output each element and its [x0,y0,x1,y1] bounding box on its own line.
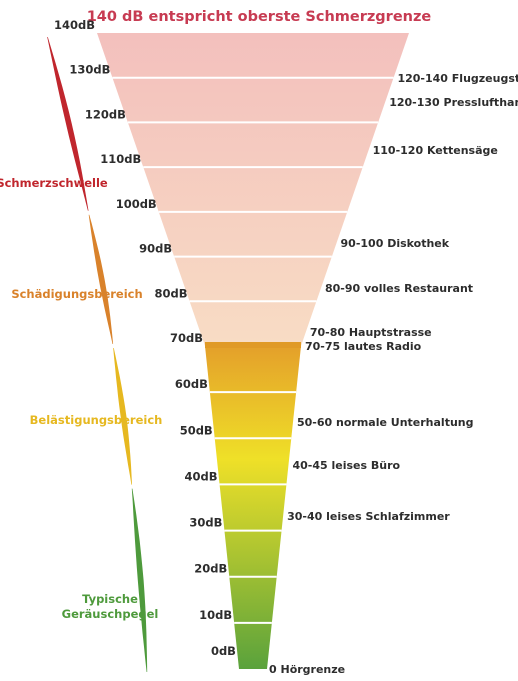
level-label-80: 80dB [155,286,188,300]
boundary-70db [205,342,301,348]
level-label-90: 90dB [139,242,172,256]
funnel-lower-zone [205,346,301,669]
funnel [97,33,409,669]
source-label-0-horgrenze: 0 Hörgrenze [269,663,345,676]
source-label-40-45-leises-buro: 40-45 leises Büro [292,459,400,472]
level-label-140: 140dB [54,18,95,32]
source-label-70-75-lautes-radio: 70-75 lautes Radio [305,340,422,353]
source-label-80-90-volles-restaurant: 80-90 volles Restaurant [325,282,473,295]
level-label-130: 130dB [69,63,110,77]
category-curve [47,37,148,672]
category-labels: Schmerzschwelle Schädigungsbereich Belästi… [0,176,162,621]
source-label-50-60-normale-unterhaltung: 50-60 normale Unterhaltung [297,416,474,429]
level-label-30: 30dB [189,516,222,530]
category-segment-schadigungsbereich [88,214,114,344]
category-segment-typische-gerauschpegel [131,488,148,672]
level-label-0: 0dB [211,644,236,658]
source-label-90-100-diskothek: 90-100 Diskothek [341,237,450,250]
level-label-120: 120dB [85,107,126,121]
category-label-belastigungsbereich: Belästigungsbereich [30,413,163,427]
sound-sources: 120-140 Flugzeugstart 120-130 Pressluftha… [269,72,518,676]
level-label-60: 60dB [175,377,208,391]
category-segment-schmerzschwelle [47,37,89,211]
level-label-20: 20dB [194,562,227,576]
category-label-typische-gerauschpegel: Typische Geräuschpegel [62,592,159,621]
source-label-120-130-presslufthammer: 120-130 Presslufthammer [389,96,518,109]
category-segment-belastigungsbereich [113,348,132,485]
level-label-110: 110dB [100,152,141,166]
level-label-70: 70dB [170,331,203,345]
source-label-120-140-flugzeugstart: 120-140 Flugzeugstart [397,72,518,85]
level-label-40: 40dB [185,469,218,483]
level-label-50: 50dB [180,423,213,437]
diagram-title: 140 dB entspricht oberste Schmerzgrenze [87,9,432,25]
source-label-70-80-hauptstrasse: 70-80 Hauptstrasse [310,326,432,339]
level-label-100: 100dB [116,197,157,211]
decibel-scale: 140dB 130dB 120dB 110dB 100dB 90dB 80dB 70dB 60d… [54,18,236,658]
level-label-10: 10dB [199,608,232,622]
source-label-110-120-kettensage: 110-120 Kettensäge [373,144,498,157]
category-label-schmerzschwelle: Schmerzschwelle [0,176,108,190]
funnel-upper-zone [97,33,409,346]
category-label-schadigungsbereich: Schädigungsbereich [11,287,142,301]
source-label-30-40-leises-schlafzimmer: 30-40 leises Schlafzimmer [287,510,450,523]
